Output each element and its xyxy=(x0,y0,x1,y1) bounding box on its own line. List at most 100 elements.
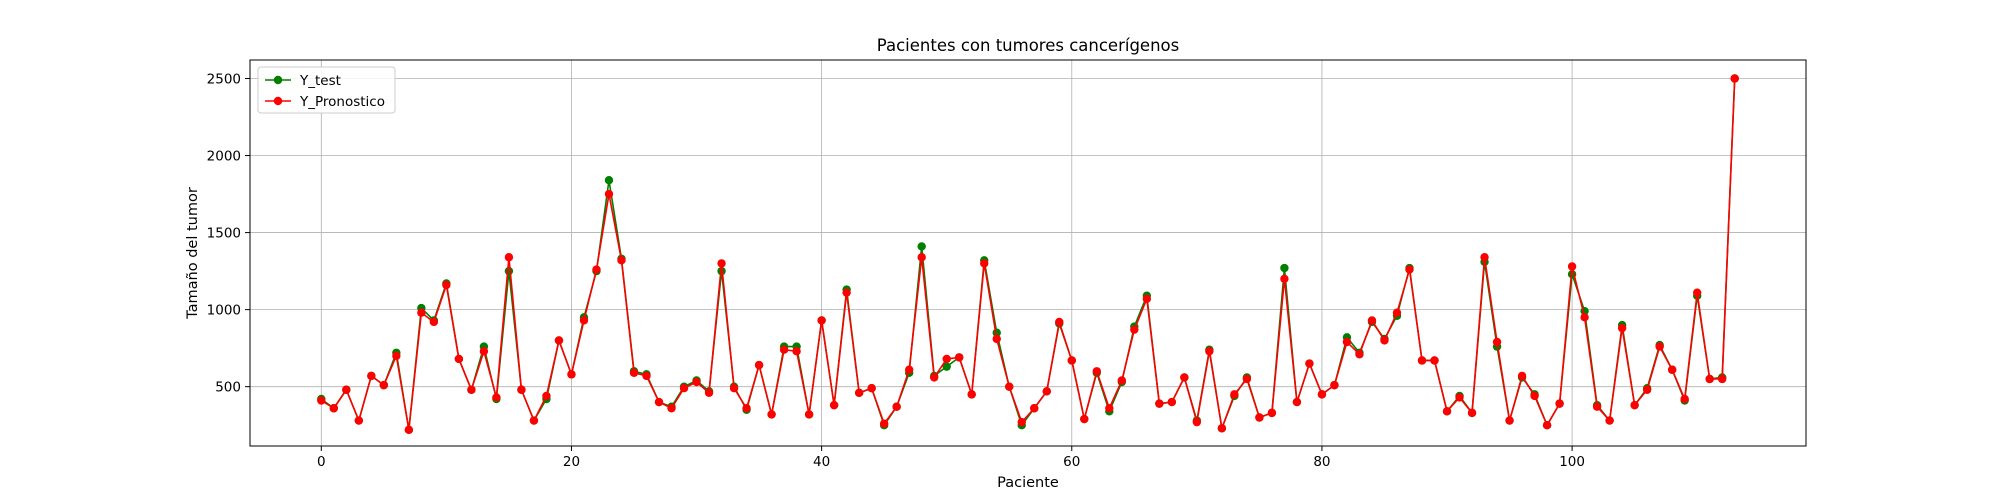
y-tick-label: 1500 xyxy=(207,226,241,242)
data-point xyxy=(1117,376,1127,385)
y-axis-label: Tamaño del tumor xyxy=(185,187,201,320)
data-point xyxy=(904,365,914,374)
data-point xyxy=(1630,400,1639,410)
data-point xyxy=(1717,374,1727,384)
data-point xyxy=(754,360,764,370)
data-point xyxy=(1642,385,1652,394)
data-point xyxy=(317,396,326,405)
data-point xyxy=(1367,316,1377,325)
data-point xyxy=(1567,262,1577,271)
data-point xyxy=(929,373,939,382)
legend-entry: Y_test xyxy=(265,73,341,89)
data-point xyxy=(342,385,351,394)
data-point xyxy=(492,393,501,402)
data-point xyxy=(367,371,376,381)
data-point xyxy=(1505,416,1514,425)
x-tick-label: 100 xyxy=(1559,454,1585,470)
x-tick-label: 80 xyxy=(1313,454,1330,470)
data-point xyxy=(942,362,951,371)
data-point xyxy=(1355,350,1364,359)
data-point xyxy=(504,253,514,262)
data-point xyxy=(617,256,626,265)
data-point xyxy=(1067,356,1076,365)
data-point xyxy=(1017,417,1026,427)
data-point xyxy=(542,391,551,401)
data-point xyxy=(1267,408,1277,418)
data-point xyxy=(329,404,339,413)
data-point xyxy=(567,370,576,379)
data-point xyxy=(1167,397,1177,407)
data-point xyxy=(842,288,851,297)
series-line xyxy=(320,78,1736,431)
data-point xyxy=(1092,367,1101,376)
data-point xyxy=(1467,408,1477,418)
data-point xyxy=(1317,390,1327,399)
data-point xyxy=(779,345,789,354)
data-point xyxy=(1555,399,1564,408)
data-point xyxy=(955,353,964,362)
data-point xyxy=(1405,265,1414,274)
data-point xyxy=(892,402,901,411)
legend-marker xyxy=(273,75,283,85)
data-point xyxy=(354,416,364,425)
data-point xyxy=(1342,337,1352,347)
data-point xyxy=(1480,253,1489,262)
x-axis-label: Paciente xyxy=(997,475,1059,491)
data-point xyxy=(1730,74,1739,83)
data-point xyxy=(392,351,401,361)
data-point xyxy=(704,388,714,398)
data-point xyxy=(1392,308,1402,317)
legend-marker xyxy=(273,96,283,106)
data-point xyxy=(1330,380,1339,390)
data-point xyxy=(1542,420,1552,430)
data-point xyxy=(1680,394,1689,404)
data-point xyxy=(1230,390,1239,399)
data-point xyxy=(517,385,526,394)
data-point xyxy=(1280,263,1289,273)
y-tick-label: 2000 xyxy=(207,149,241,165)
data-point xyxy=(1205,347,1214,356)
data-point xyxy=(1705,374,1714,384)
data-point xyxy=(404,425,414,435)
data-point xyxy=(529,416,539,425)
data-point xyxy=(1517,371,1527,381)
data-point xyxy=(1180,373,1189,382)
legend-label: Y_test xyxy=(299,73,341,89)
data-point xyxy=(854,388,864,398)
data-point xyxy=(579,316,589,325)
data-point xyxy=(917,242,926,251)
data-point xyxy=(1592,402,1602,411)
data-point xyxy=(629,368,639,378)
data-point xyxy=(829,400,839,410)
data-point xyxy=(467,385,476,394)
plot-area-frame xyxy=(249,59,1807,447)
data-point xyxy=(604,189,614,199)
data-point xyxy=(642,371,651,381)
legend-entry: Y_Pronostico xyxy=(265,94,385,110)
legend-label: Y_Pronostico xyxy=(299,94,385,110)
data-point xyxy=(379,380,389,390)
data-point xyxy=(1417,356,1427,365)
data-point xyxy=(1280,274,1289,284)
data-point xyxy=(1005,382,1014,391)
data-point xyxy=(1130,325,1139,334)
data-point xyxy=(1530,391,1539,401)
data-point xyxy=(804,410,814,419)
data-point xyxy=(792,347,801,356)
y-tick-label: 500 xyxy=(215,380,241,396)
data-point xyxy=(1155,399,1164,408)
data-point xyxy=(1380,336,1389,345)
data-point xyxy=(454,354,464,364)
data-point xyxy=(817,316,826,325)
data-point xyxy=(692,377,701,387)
data-point xyxy=(504,266,514,276)
data-point xyxy=(767,410,776,419)
data-point xyxy=(1580,313,1589,322)
data-point xyxy=(879,419,889,428)
data-point xyxy=(554,336,564,345)
data-point xyxy=(942,354,951,364)
x-tick-label: 60 xyxy=(1063,454,1080,470)
data-point xyxy=(1692,288,1702,297)
y-tick-label: 1000 xyxy=(207,303,241,319)
